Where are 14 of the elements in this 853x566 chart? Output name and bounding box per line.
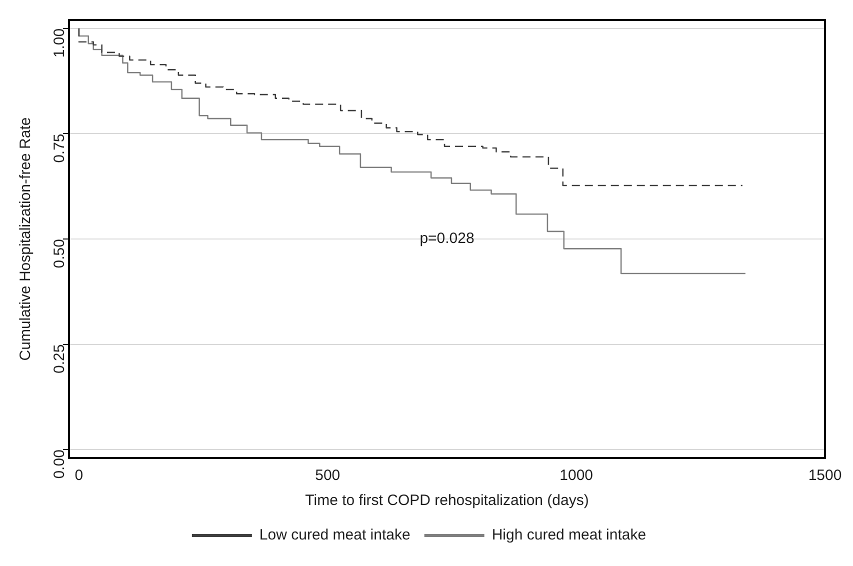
x-tick-label: 500 [315, 467, 340, 484]
x-tick-label: 1000 [560, 467, 594, 484]
y-tick-label: 0.00 [51, 450, 68, 479]
y-tick-label: 0.50 [51, 239, 68, 268]
y-tick-label: 0.25 [51, 344, 68, 374]
y-tick-label: 1.00 [51, 28, 68, 58]
x-axis-title: Time to first COPD rehospitalization (days) [305, 492, 589, 510]
annotation: p=0.028 [420, 230, 474, 248]
y-tick-label: 0.75 [51, 134, 68, 163]
x-tick-label: 1500 [808, 467, 842, 484]
legend-label: Low cured meat intake [259, 526, 410, 544]
y-axis-title: Cumulative Hospitalization-free Rate [17, 117, 34, 361]
x-tick-label: 0 [74, 467, 84, 484]
legend-label: High cured meat intake [492, 526, 646, 544]
